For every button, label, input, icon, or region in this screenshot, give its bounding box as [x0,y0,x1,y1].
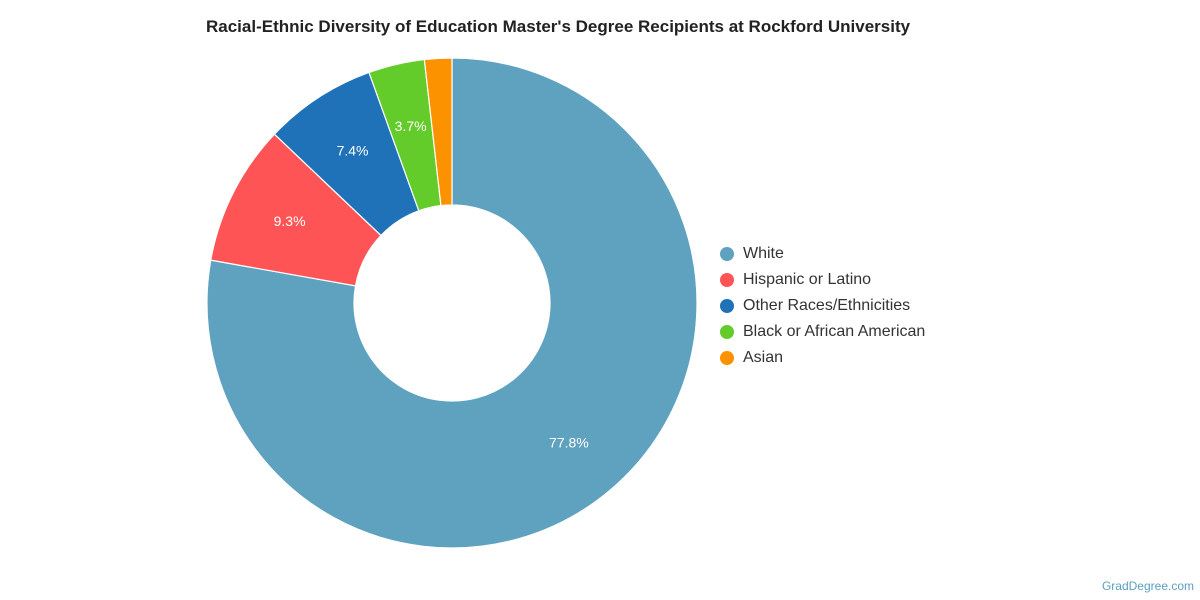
donut-slices [206,57,698,549]
slice-label-other-races-ethnicities: 7.4% [337,143,369,159]
legend-label: Black or African American [743,323,926,340]
legend-swatch [720,299,734,313]
legend-swatch [720,325,734,339]
legend-label: Asian [743,349,784,366]
legend-item-black-or-african-american[interactable]: Black or African American [720,319,925,345]
legend-item-hispanic-or-latino[interactable]: Hispanic or Latino [720,267,925,293]
slice-label-hispanic-or-latino: 9.3% [274,213,306,229]
legend-label: Hispanic or Latino [743,271,872,288]
slice-labels: 77.8% 9.3% 7.4% 3.7% [274,118,589,451]
legend-swatch [720,273,734,287]
slice-white [206,57,698,549]
legend-swatch [720,247,734,261]
slice-label-white: 77.8% [549,435,589,451]
legend-item-white[interactable]: White [720,241,925,267]
legend-label: White [743,245,784,262]
slice-label-black-or-african-american: 3.7% [395,118,427,134]
legend-item-asian[interactable]: Asian [720,345,925,371]
chart-title: Racial-Ethnic Diversity of Education Mas… [206,17,911,36]
legend-item-other-races-ethnicities[interactable]: Other Races/Ethnicities [720,293,925,319]
slice-asian [423,57,453,207]
footer-credit: GradDegree.com [1101,579,1194,593]
legend-label: Other Races/Ethnicities [743,297,911,314]
legend-swatch [720,351,734,365]
chart-legend: White Hispanic or Latino Other Races/Ethni… [720,241,925,371]
